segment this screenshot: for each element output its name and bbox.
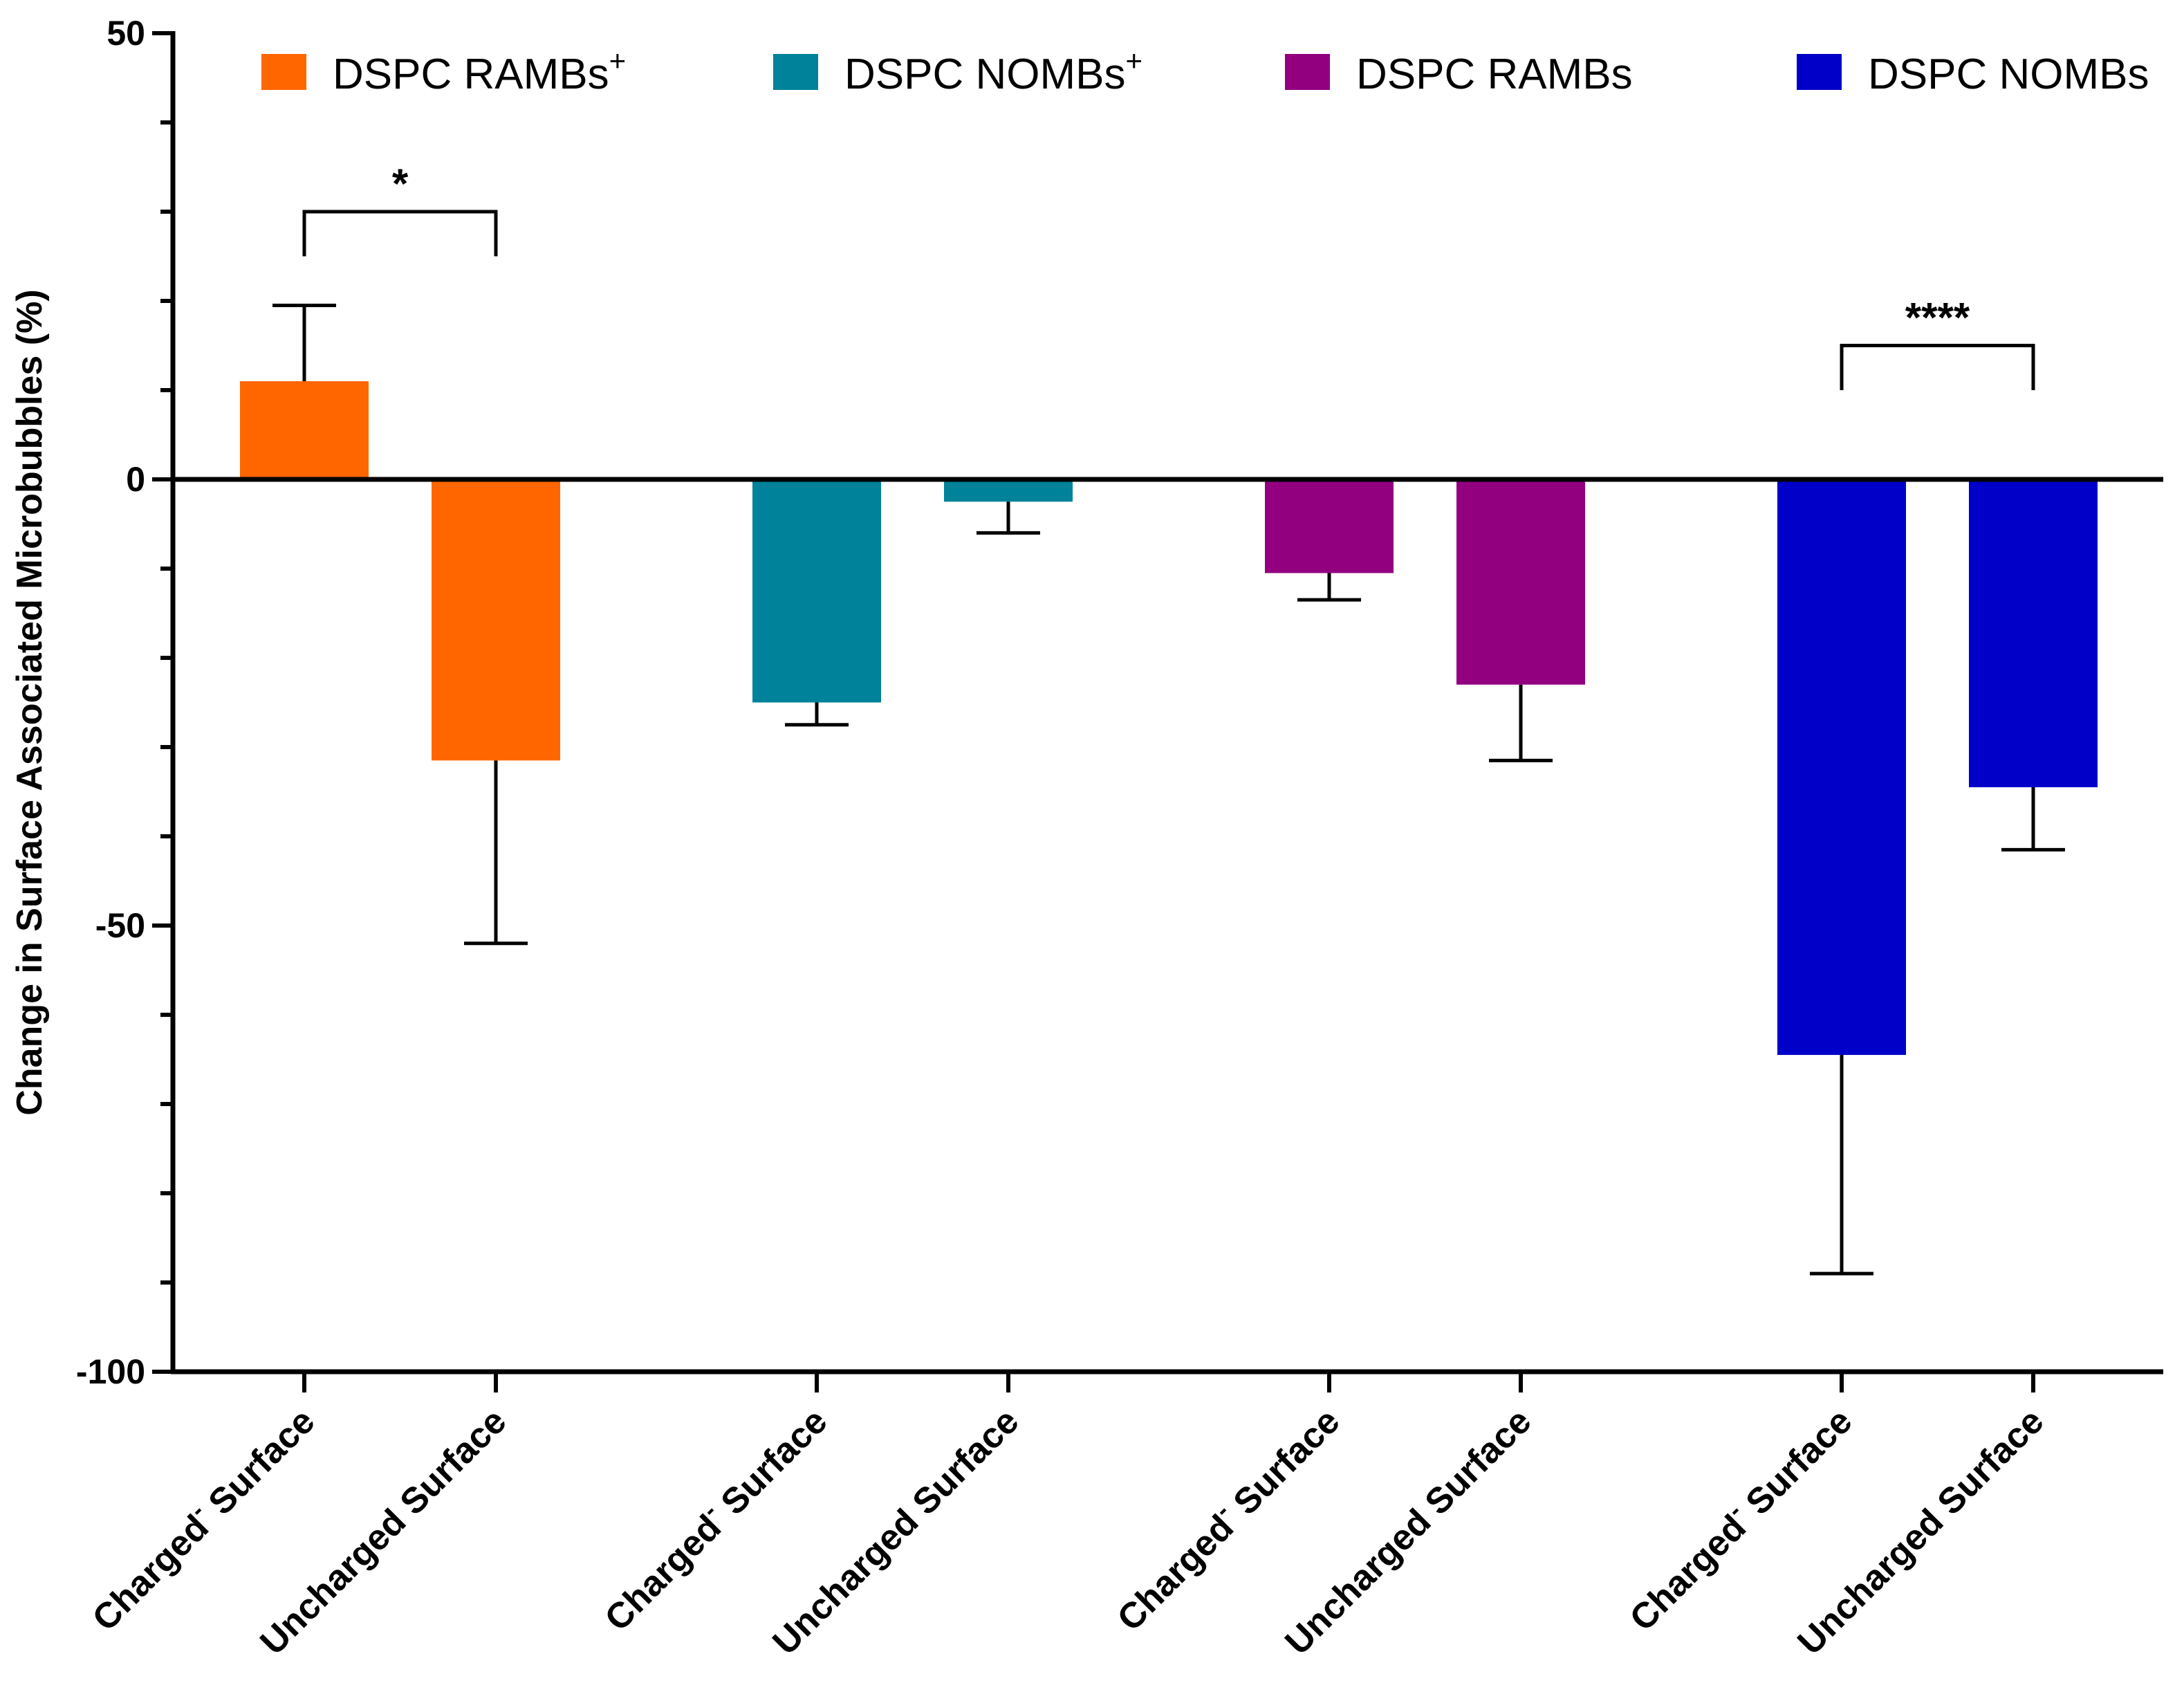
significance-label: * bbox=[392, 160, 409, 207]
y-tick-label: -100 bbox=[76, 1352, 145, 1391]
bar bbox=[1969, 479, 2098, 788]
legend-label: DSPC NOMBs+ bbox=[844, 44, 1142, 98]
y-ticks-layer: 50 0 -50 -100 bbox=[76, 14, 173, 1391]
bar bbox=[1265, 479, 1394, 573]
legend-label: DSPC NOMBs bbox=[1868, 50, 2149, 98]
bar bbox=[240, 381, 369, 479]
y-axis-label: Change in Surface Associated Microbubble… bbox=[10, 289, 50, 1115]
bar bbox=[432, 479, 560, 761]
error-bars-layer bbox=[272, 303, 2065, 1276]
legend-swatch bbox=[261, 54, 306, 90]
y-tick-label: -50 bbox=[95, 906, 145, 945]
legend-label: DSPC RAMBs bbox=[1356, 50, 1633, 98]
y-tick-label: 50 bbox=[107, 14, 145, 53]
significance-bracket bbox=[1840, 344, 2035, 390]
y-tick-label: 0 bbox=[126, 460, 145, 499]
legend-label: DSPC RAMBs+ bbox=[333, 44, 626, 98]
bar bbox=[752, 479, 881, 703]
bar bbox=[944, 479, 1073, 502]
legend-swatch bbox=[1797, 54, 1842, 90]
bars-layer bbox=[240, 381, 2098, 1056]
significance-annotations: ***** bbox=[302, 160, 2035, 390]
bar bbox=[1456, 479, 1585, 685]
legend-swatch bbox=[773, 54, 818, 90]
legend-swatch bbox=[1285, 54, 1330, 90]
significance-label: **** bbox=[1905, 295, 1970, 341]
legend: DSPC RAMBs+ DSPC NOMBs+ DSPC RAMBs DSPC NOM… bbox=[261, 44, 2149, 98]
bar bbox=[1777, 479, 1906, 1056]
significance-bracket bbox=[302, 210, 498, 257]
